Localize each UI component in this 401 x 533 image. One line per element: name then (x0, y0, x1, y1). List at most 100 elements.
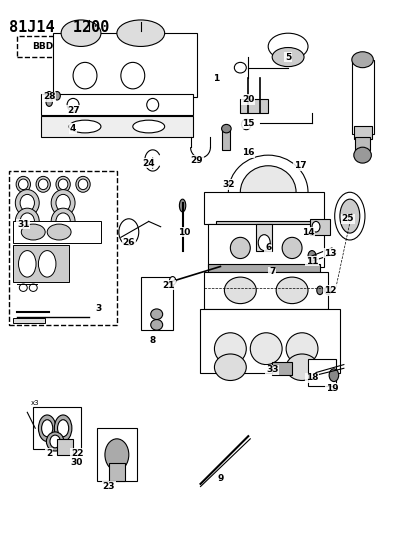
Ellipse shape (105, 439, 129, 471)
Ellipse shape (46, 92, 53, 100)
Ellipse shape (282, 237, 302, 259)
Text: 3: 3 (96, 304, 102, 313)
Text: 26: 26 (123, 238, 135, 247)
Ellipse shape (78, 179, 88, 190)
Text: 25: 25 (342, 214, 354, 223)
Ellipse shape (317, 286, 323, 295)
Ellipse shape (42, 419, 53, 437)
Bar (33, 407, 81, 449)
Bar (209, 264, 320, 272)
Bar (53, 33, 196, 97)
Ellipse shape (241, 119, 251, 130)
Text: 16: 16 (242, 148, 255, 157)
Ellipse shape (56, 213, 70, 230)
Text: 10: 10 (178, 228, 191, 237)
Ellipse shape (276, 277, 308, 304)
Text: 33: 33 (266, 366, 278, 374)
Text: 27: 27 (67, 106, 79, 115)
Ellipse shape (46, 98, 53, 107)
Text: 4: 4 (70, 124, 76, 133)
FancyBboxPatch shape (17, 36, 69, 57)
Ellipse shape (272, 47, 304, 67)
Text: 22: 22 (71, 449, 83, 458)
Ellipse shape (55, 415, 72, 441)
Ellipse shape (121, 62, 145, 89)
Ellipse shape (119, 219, 139, 245)
Ellipse shape (36, 176, 51, 192)
Ellipse shape (354, 147, 371, 163)
Ellipse shape (308, 251, 316, 261)
Bar (13, 318, 45, 323)
Ellipse shape (147, 99, 159, 111)
Ellipse shape (47, 432, 64, 451)
Ellipse shape (20, 195, 34, 212)
Text: 6: 6 (265, 244, 271, 253)
Ellipse shape (16, 176, 30, 192)
Ellipse shape (215, 354, 246, 381)
Bar (223, 128, 230, 150)
Ellipse shape (340, 199, 360, 233)
Ellipse shape (286, 354, 318, 381)
Text: 32: 32 (222, 180, 235, 189)
Text: 2: 2 (46, 449, 52, 458)
Bar (13, 245, 69, 282)
FancyBboxPatch shape (9, 171, 117, 325)
Ellipse shape (69, 120, 101, 133)
Ellipse shape (67, 99, 79, 111)
Bar (97, 428, 137, 481)
Bar (141, 277, 172, 330)
Ellipse shape (38, 179, 48, 190)
Ellipse shape (47, 224, 71, 240)
Bar (256, 224, 272, 251)
Ellipse shape (57, 419, 69, 437)
Ellipse shape (76, 176, 90, 192)
Ellipse shape (230, 237, 250, 259)
Text: 13: 13 (324, 249, 336, 258)
Ellipse shape (50, 435, 60, 448)
Ellipse shape (234, 62, 246, 73)
Bar (217, 221, 312, 227)
Bar (355, 136, 370, 150)
Text: 7: 7 (269, 268, 275, 276)
Text: 14: 14 (302, 228, 314, 237)
Ellipse shape (56, 195, 70, 212)
Bar (205, 272, 328, 309)
Ellipse shape (215, 333, 246, 365)
Bar (240, 100, 268, 113)
Bar (308, 359, 336, 386)
Bar (109, 463, 125, 481)
Ellipse shape (312, 221, 320, 232)
Text: 17: 17 (294, 161, 306, 170)
Ellipse shape (20, 213, 34, 230)
Ellipse shape (58, 179, 68, 190)
Ellipse shape (151, 319, 163, 330)
Text: 81J14  1200: 81J14 1200 (9, 20, 110, 35)
Ellipse shape (151, 309, 163, 319)
Bar (57, 439, 73, 455)
Ellipse shape (56, 176, 70, 192)
Text: 30: 30 (71, 458, 83, 467)
Ellipse shape (170, 277, 176, 285)
Ellipse shape (73, 62, 97, 89)
Ellipse shape (179, 199, 186, 212)
Text: 9: 9 (217, 474, 224, 483)
Ellipse shape (29, 284, 37, 292)
Bar (209, 224, 324, 266)
Ellipse shape (38, 415, 56, 441)
Text: 20: 20 (242, 95, 255, 104)
Text: 18: 18 (306, 373, 318, 382)
Ellipse shape (15, 208, 39, 235)
Ellipse shape (268, 33, 308, 60)
Text: 28: 28 (43, 92, 55, 101)
Text: 21: 21 (162, 280, 175, 289)
Ellipse shape (325, 286, 331, 295)
Bar (41, 116, 192, 136)
Ellipse shape (240, 166, 296, 219)
Ellipse shape (117, 20, 165, 46)
Ellipse shape (225, 277, 256, 304)
Ellipse shape (21, 224, 45, 240)
Bar (354, 126, 372, 139)
Text: 31: 31 (17, 220, 30, 229)
Bar (41, 94, 192, 115)
Ellipse shape (133, 120, 165, 133)
